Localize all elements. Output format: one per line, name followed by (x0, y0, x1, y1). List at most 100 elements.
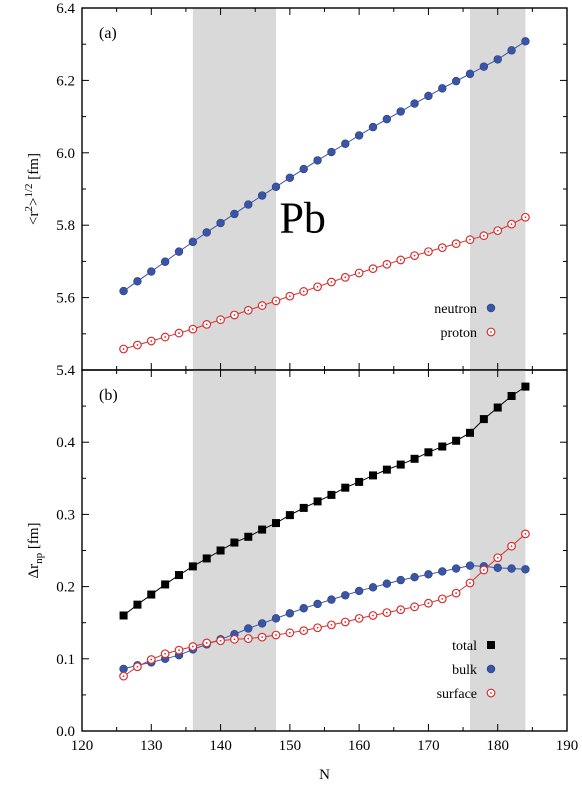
data-point-total (133, 600, 142, 609)
data-point-proton (507, 219, 516, 229)
x-tick-label: 160 (348, 738, 371, 754)
ylabel-sub: np (33, 552, 45, 564)
data-point-total (230, 538, 239, 547)
data-point-neutron (438, 84, 447, 93)
y-tick-label: 0.4 (56, 435, 75, 451)
x-tick-label: 180 (486, 738, 509, 754)
data-point-total (299, 503, 308, 512)
data-point-neutron (271, 182, 281, 192)
panel-label: (a) (99, 25, 117, 42)
data-point-total (479, 415, 488, 424)
data-point-neutron (410, 99, 419, 108)
data-point-total (521, 382, 530, 391)
data-point-neutron (299, 164, 308, 174)
data-point-neutron (368, 122, 378, 132)
data-point-surface-dot (510, 545, 513, 548)
data-point-surface-dot (191, 645, 194, 648)
x-tick-label: 120 (71, 738, 94, 754)
panel-label: (b) (99, 387, 118, 404)
data-point-proton-dot (288, 295, 291, 298)
ylabel-unit: [fm] (26, 522, 42, 552)
data-point-surface (313, 623, 322, 633)
x-tick-label: 140 (209, 738, 232, 754)
data-point-total (410, 454, 419, 463)
data-point-surface-dot (413, 605, 416, 608)
data-point-proton (340, 272, 350, 282)
data-point-surface (396, 605, 406, 615)
data-point-bulk (327, 595, 336, 604)
data-point-surface-dot (385, 611, 388, 614)
data-point-surface (216, 636, 225, 646)
data-point-proton-dot (330, 281, 333, 283)
x-tick-label: 170 (417, 738, 440, 754)
data-point-proton-dot (372, 267, 374, 270)
data-point-proton-dot (247, 309, 250, 312)
data-point-surface (271, 630, 281, 640)
data-point-total (355, 477, 364, 486)
y-tick-label: 0.2 (56, 580, 75, 596)
data-point-surface-dot (441, 597, 444, 600)
data-point-total (466, 428, 474, 437)
data-point-proton-dot (261, 304, 264, 307)
data-point-proton-dot (302, 290, 305, 293)
data-point-neutron (188, 237, 198, 247)
data-point-bulk (521, 565, 530, 574)
data-point-surface-dot (122, 675, 125, 678)
data-point-surface (451, 588, 461, 598)
ylabel-sup: 2 (23, 206, 35, 212)
data-point-neutron (396, 107, 405, 116)
data-point-neutron (257, 191, 267, 200)
data-point-surface (340, 617, 350, 627)
y-tick-label: 6.2 (56, 73, 75, 89)
data-point-total (161, 580, 170, 589)
data-point-proton (354, 268, 364, 278)
data-point-surface (133, 662, 142, 672)
data-point-surface-dot (150, 658, 153, 661)
data-point-neutron (354, 131, 364, 140)
data-point-total (216, 546, 225, 555)
data-point-proton-dot (510, 223, 513, 226)
data-point-bulk (507, 564, 516, 573)
data-point-proton-dot (358, 272, 361, 274)
data-point-surface-dot (205, 642, 208, 644)
data-point-neutron (119, 286, 128, 296)
data-point-surface-dot (482, 569, 485, 571)
data-point-neutron (313, 156, 322, 165)
data-point-proton (285, 291, 295, 301)
data-point-neutron (451, 76, 461, 86)
data-point-proton-dot (399, 259, 402, 261)
data-point-total (369, 471, 377, 480)
y-tick-label: 0.3 (56, 507, 75, 523)
data-point-neutron (507, 46, 516, 55)
y-axis-label: <r2>1/2 [fm] (23, 153, 42, 225)
data-point-total (424, 448, 433, 457)
data-point-total (119, 611, 128, 620)
data-point-surface (493, 553, 503, 563)
data-point-proton-dot (455, 242, 458, 245)
data-point-total (202, 554, 211, 563)
y-axis-label: Δrnp [fm] (26, 522, 45, 578)
data-point-total (147, 590, 156, 599)
data-point-proton-dot (524, 216, 527, 219)
data-point-neutron (493, 55, 502, 64)
data-point-surface-dot (427, 602, 430, 605)
data-point-surface-dot (275, 634, 277, 636)
ylabel-sup: 1/2 (23, 183, 35, 197)
data-point-total (175, 571, 183, 580)
data-point-proton (493, 226, 503, 236)
data-point-neutron (133, 277, 142, 286)
data-point-bulk (354, 586, 364, 596)
data-point-proton (368, 264, 378, 274)
data-point-bulk (257, 619, 267, 628)
series-line-total (123, 386, 526, 616)
data-point-proton (188, 324, 198, 334)
data-point-proton (133, 340, 142, 350)
data-point-surface (424, 598, 433, 608)
data-point-proton (257, 301, 267, 310)
data-point-neutron (174, 247, 184, 256)
data-point-surface-dot (372, 614, 374, 617)
data-point-total (438, 442, 447, 451)
data-point-surface (479, 565, 489, 575)
data-point-total (396, 460, 405, 469)
